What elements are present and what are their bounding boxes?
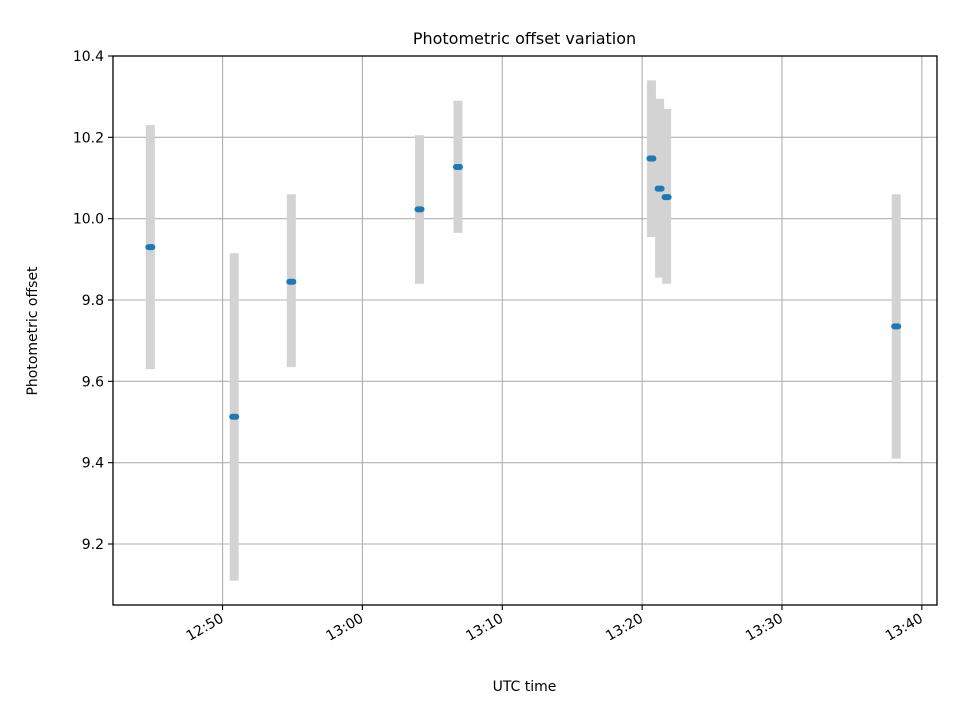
data-point (414, 206, 425, 213)
data-point (145, 244, 156, 251)
data-point (229, 413, 240, 420)
x-tick-label: 13:40 (883, 611, 926, 645)
data-point (286, 278, 297, 285)
y-tick-label: 10.0 (73, 212, 104, 228)
y-axis-label: Photometric offset (25, 266, 41, 396)
x-tick-label: 12:50 (184, 611, 227, 645)
y-tick-label: 9.8 (82, 293, 104, 309)
data-point (661, 194, 672, 201)
data-point (891, 323, 902, 330)
x-axis-label: UTC time (493, 679, 557, 695)
axes-frame (112, 55, 938, 606)
y-tick-label: 9.6 (82, 374, 104, 390)
y-tick-label: 10.4 (73, 49, 104, 65)
x-tick-label: 13:20 (603, 611, 646, 645)
data-point (646, 155, 657, 162)
x-axis-ticks: 12:50 13:00 13:10 13:20 13:30 13:40 (184, 605, 926, 645)
chart-title: Photometric offset variation (413, 29, 636, 48)
data-markers (145, 155, 902, 420)
x-tick-label: 13:00 (323, 611, 366, 645)
error-bars (145, 80, 901, 581)
data-point (452, 164, 463, 171)
y-tick-label: 10.2 (73, 130, 104, 146)
y-tick-label: 9.4 (82, 456, 104, 472)
y-axis-ticks: 9.2 9.4 9.6 9.8 10.0 10.2 10.4 (73, 49, 113, 553)
data-point (654, 185, 665, 192)
y-tick-label: 9.2 (82, 537, 104, 553)
x-tick-label: 13:10 (463, 611, 506, 645)
x-tick-label: 13:30 (743, 611, 786, 645)
